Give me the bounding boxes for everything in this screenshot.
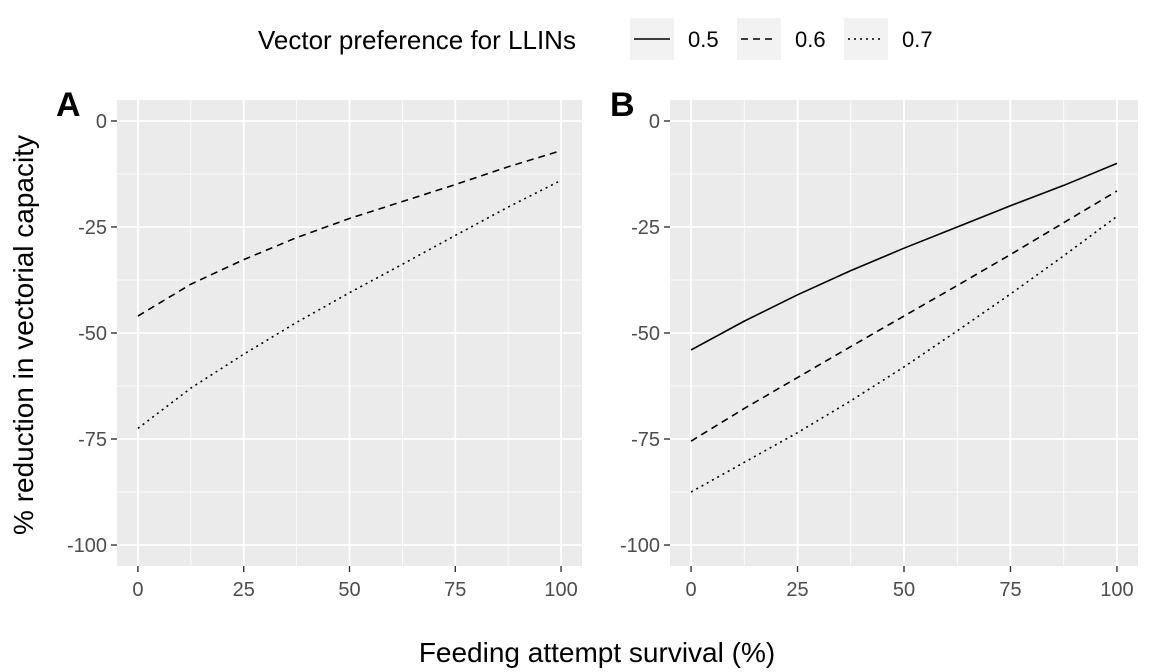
legend-label: 0.6 <box>795 27 826 52</box>
panel-label: B <box>610 86 635 124</box>
x-tick-label: 25 <box>233 579 255 601</box>
y-axis-title: % reduction in vectorial capacity <box>8 135 39 535</box>
x-tick-label: 100 <box>1100 579 1133 601</box>
x-tick-label: 25 <box>786 579 808 601</box>
x-tick-label: 100 <box>544 579 577 601</box>
legend-label: 0.7 <box>902 27 933 52</box>
y-tick-label: -50 <box>631 323 660 345</box>
series-line-0.7 <box>690 215 1118 493</box>
panel-B: 0 25 50 75 100 0 -25 -50 -75 -100 B <box>610 86 1138 601</box>
legend: Vector preference for LLINs 0.5 0.6 0.7 <box>258 18 933 60</box>
legend-title: Vector preference for LLINs <box>258 25 576 55</box>
panel-A: 0 25 50 75 100 0 -25 -50 -75 -100 A <box>56 86 582 601</box>
x-tick-label: 0 <box>685 579 696 601</box>
x-tick-label: 50 <box>338 579 360 601</box>
series-line-0.6 <box>137 149 562 317</box>
x-tick-label: 75 <box>444 579 466 601</box>
y-tick-label: -75 <box>78 429 107 451</box>
x-tick-label: 75 <box>999 579 1021 601</box>
y-tick-label: 0 <box>649 111 660 133</box>
series-line-0.5 <box>690 162 1118 351</box>
series-line-0.6 <box>690 190 1118 442</box>
x-axis-title: Feeding attempt survival (%) <box>419 637 775 668</box>
x-tick-label: 50 <box>893 579 915 601</box>
x-tick-label: 0 <box>132 579 143 601</box>
legend-entry-0.6: 0.6 <box>737 18 826 60</box>
legend-entry-0.7: 0.7 <box>844 18 933 60</box>
legend-entry-0.5: 0.5 <box>630 18 719 60</box>
y-tick-label: -50 <box>78 323 107 345</box>
y-tick-label: -25 <box>78 217 107 239</box>
y-tick-label: -75 <box>631 429 660 451</box>
legend-keys: 0.5 0.6 0.7 <box>630 18 933 60</box>
y-tick-label: 0 <box>96 111 107 133</box>
y-tick-label: -100 <box>620 535 660 557</box>
y-tick-label: -100 <box>67 535 107 557</box>
legend-label: 0.5 <box>688 27 719 52</box>
panel-label: A <box>56 86 81 124</box>
y-tick-label: -25 <box>631 217 660 239</box>
